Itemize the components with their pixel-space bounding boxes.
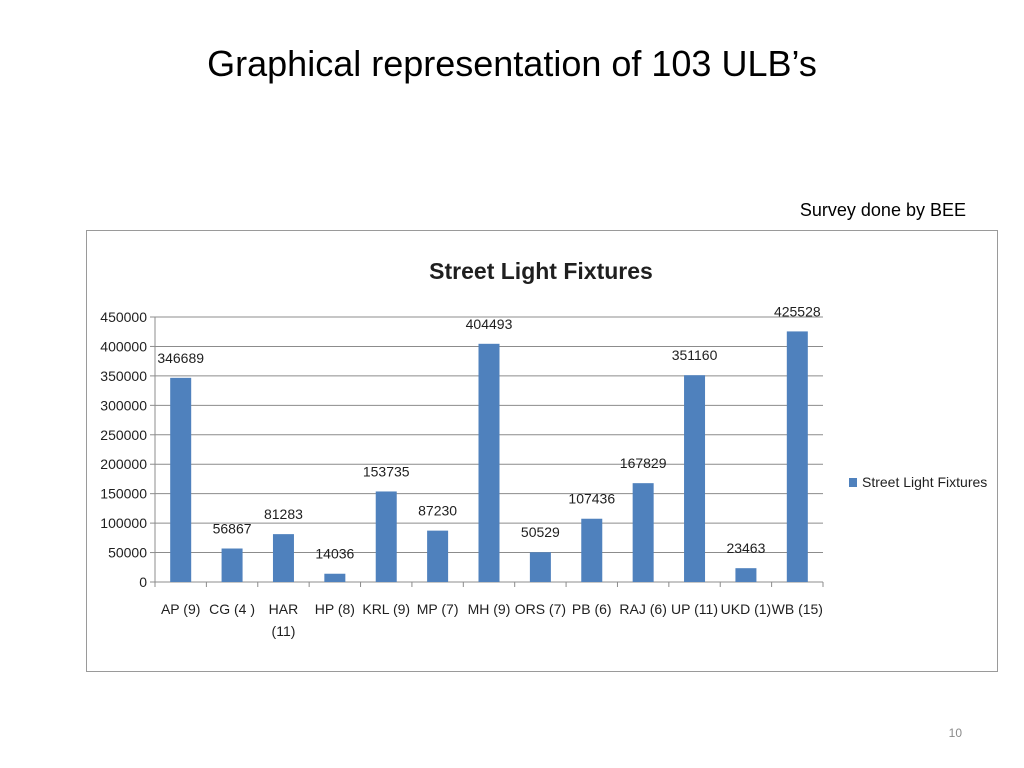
data-label: 351160: [672, 347, 718, 363]
bar: [529, 552, 551, 582]
data-labels: 346689 56867 81283 14036 153735 87230 404493 50…: [157, 303, 821, 561]
x-tick-label: HAR (11): [269, 601, 299, 639]
bar: [632, 483, 654, 582]
legend-swatch: [849, 478, 857, 487]
bar: [478, 343, 500, 582]
y-tick-label: 150000: [100, 486, 147, 502]
x-axis-ticks: AP (9) CG (4 ) HAR (11) HP (8) KRL (9) MP (7) M…: [154, 582, 824, 639]
bar: [324, 573, 346, 582]
y-tick-label: 450000: [100, 309, 147, 325]
data-label: 404493: [466, 316, 513, 332]
x-tick-label: MH (9): [468, 601, 511, 617]
x-tick-label: KRL (9): [362, 601, 410, 617]
data-label: 14036: [315, 546, 354, 562]
bar: [786, 331, 808, 582]
street-light-bar-chart: Street Light Fixtures 0 50000 100000 150000…: [100, 258, 987, 639]
x-tick-label: UP (11): [671, 601, 718, 617]
legend: Street Light Fixtures: [849, 474, 987, 490]
data-label: 87230: [418, 503, 457, 519]
y-tick-label: 0: [139, 574, 147, 590]
x-tick-label: ORS (7): [515, 601, 566, 617]
data-label: 425528: [774, 303, 821, 319]
data-label: 346689: [157, 350, 204, 366]
chart-frame: Street Light Fixtures 0 50000 100000 150000…: [86, 230, 998, 672]
legend-label: Street Light Fixtures: [862, 474, 987, 490]
bar: [170, 377, 192, 582]
y-tick-label: 400000: [100, 338, 147, 354]
bar: [684, 375, 706, 582]
y-tick-label: 200000: [100, 456, 147, 472]
y-tick-label: 250000: [100, 427, 147, 443]
page-number: 10: [948, 726, 962, 740]
data-label: 107436: [568, 491, 615, 507]
x-tick-label: MP (7): [417, 601, 459, 617]
bar: [375, 491, 397, 582]
data-label: 153735: [363, 463, 410, 479]
y-tick-label: 300000: [100, 397, 147, 413]
x-tick-label: WB (15): [772, 601, 823, 617]
data-label: 167829: [620, 455, 667, 471]
y-axis-ticks: 0 50000 100000 150000 200000 250000 300000 3500…: [100, 309, 147, 590]
survey-note: Survey done by BEE: [799, 200, 966, 220]
x-tick-label: HP (8): [315, 601, 355, 617]
bar: [221, 548, 243, 582]
bar: [581, 518, 603, 582]
x-tick-label: PB (6): [572, 601, 612, 617]
x-tick-label: RAJ (6): [619, 601, 666, 617]
bar: [735, 568, 757, 582]
bar: [272, 534, 294, 582]
data-label: 23463: [726, 540, 765, 556]
slide-title: Graphical representation of 103 ULB’s: [207, 43, 817, 84]
chart-title: Street Light Fixtures: [429, 258, 653, 284]
x-tick-label: UKD (1): [721, 601, 772, 617]
data-label: 50529: [521, 524, 560, 540]
x-tick-label: CG (4 ): [209, 601, 255, 617]
bars: [170, 331, 808, 582]
y-tick-label: 100000: [100, 515, 147, 531]
y-tick-label: 350000: [100, 368, 147, 384]
y-tick-label: 50000: [108, 545, 147, 561]
data-label: 81283: [264, 506, 303, 522]
bar: [427, 530, 449, 582]
x-tick-label: AP (9): [161, 601, 200, 617]
data-label: 56867: [213, 521, 252, 537]
